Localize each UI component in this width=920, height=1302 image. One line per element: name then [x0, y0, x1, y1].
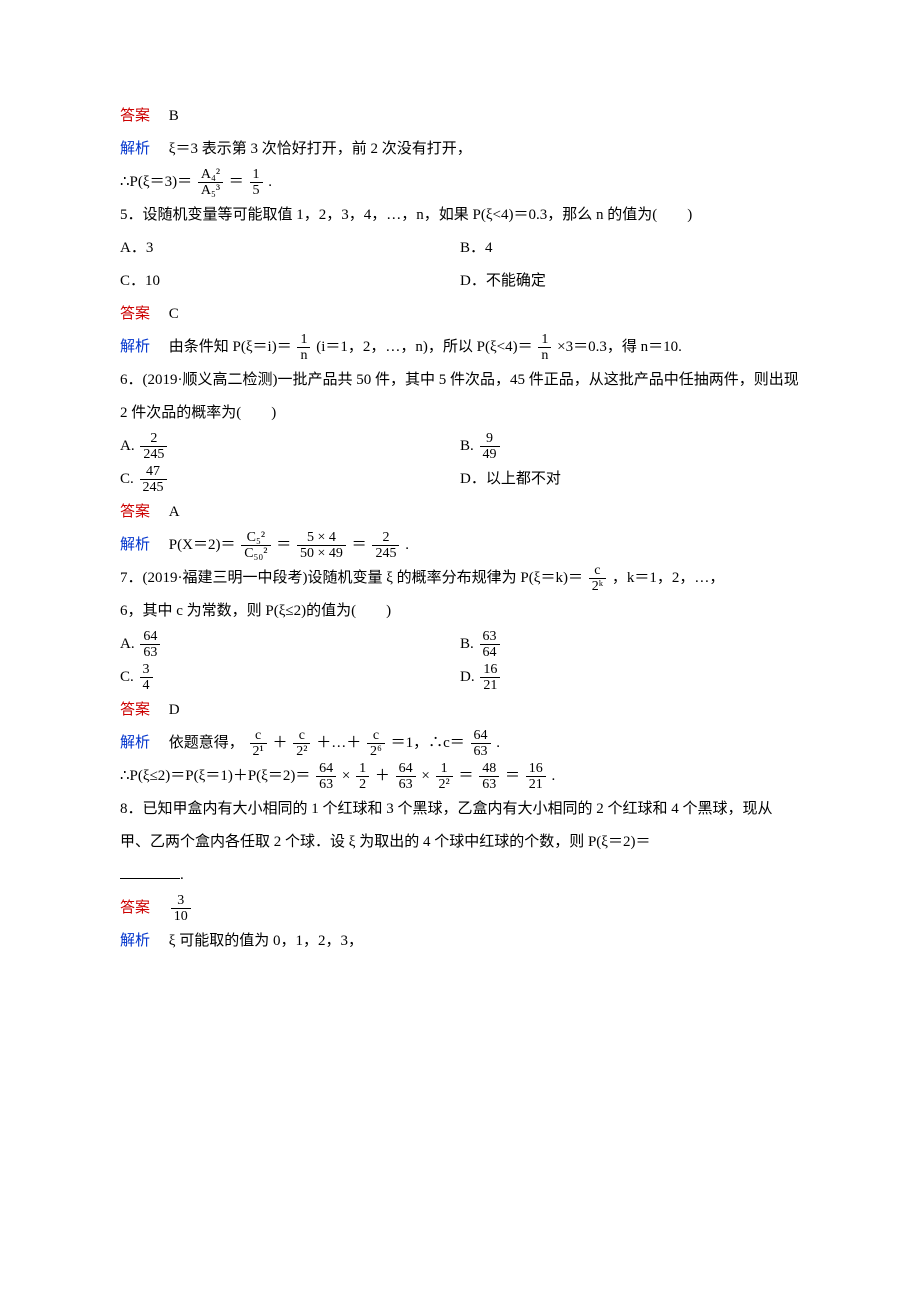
- q7-choice-c: C. 34: [120, 661, 460, 694]
- q5-stem: 5．设随机变量等可能取值 1，2，3，4，…，n，如果 P(ξ<4)＝0.3，那…: [120, 199, 800, 232]
- q4-answer: 答案 B: [120, 100, 800, 133]
- analysis-label: 解析: [120, 141, 150, 157]
- q7-analysis-2: ∴P(ξ≤2)＝P(ξ＝1)＋P(ξ＝2)＝ 6463 × 12 ＋ 6463 …: [120, 760, 800, 793]
- q4-lead: ∴P(ξ＝3)＝: [120, 174, 192, 190]
- q5-choice-a: A．3: [120, 232, 460, 265]
- q6-choice-a: A. 2245: [120, 430, 460, 463]
- q5-analysis: 解析 由条件知 P(ξ＝i)＝ 1n (i＝1，2，…，n)，所以 P(ξ<4)…: [120, 331, 800, 364]
- q7-stem-2: 6，其中 c 为常数，则 P(ξ≤2)的值为( ): [120, 595, 800, 628]
- q4-frac2: 15: [250, 167, 263, 199]
- q6-analysis: 解析 P(X＝2)＝ C₅²C₅₀² ＝ 5 × 450 × 49 ＝ 2245…: [120, 529, 800, 562]
- q6-choice-d: D．以上都不对: [460, 463, 800, 496]
- q5-answer: 答案 C: [120, 298, 800, 331]
- q5-choice-d: D．不能确定: [460, 265, 800, 298]
- q7-choice-b: B. 6364: [460, 628, 800, 661]
- q7-choices: A. 6463 B. 6364 C. 34 D. 1621: [120, 628, 800, 694]
- q8-answer: 答案 310: [120, 892, 800, 925]
- q6-stem: 6．(2019·顺义高二检测)一批产品共 50 件，其中 5 件次品，45 件正…: [120, 364, 800, 430]
- answer-label: 答案: [120, 108, 150, 124]
- q4-analysis-1: 解析 ξ＝3 表示第 3 次恰好打开，前 2 次没有打开，: [120, 133, 800, 166]
- q8-blank-row: .: [120, 859, 800, 892]
- q7-stem-1: 7．(2019·福建三明一中段考)设随机变量 ξ 的概率分布规律为 P(ξ＝k)…: [120, 562, 800, 595]
- q8-analysis: 解析 ξ 可能取的值为 0，1，2，3，: [120, 925, 800, 958]
- q6-answer: 答案 A: [120, 496, 800, 529]
- q5-choice-c: C．10: [120, 265, 460, 298]
- q6-choices: A. 2245 B. 949 C. 47245 D．以上都不对: [120, 430, 800, 496]
- q7-choice-d: D. 1621: [460, 661, 800, 694]
- q5-choices: A．3 B．4 C．10 D．不能确定: [120, 232, 800, 298]
- q6-choice-b: B. 949: [460, 430, 800, 463]
- fill-blank: [120, 863, 180, 879]
- q6-choice-c: C. 47245: [120, 463, 460, 496]
- q5-choice-b: B．4: [460, 232, 800, 265]
- q4-answer-value: B: [169, 108, 179, 124]
- q4-analysis-text: ξ＝3 表示第 3 次恰好打开，前 2 次没有打开，: [169, 141, 472, 157]
- q7-analysis-1: 解析 依题意得， c2¹ ＋ c2² ＋…＋ c2⁶ ＝1，∴c＝ 6463 .: [120, 727, 800, 760]
- q4-analysis-2: ∴P(ξ＝3)＝ A₄²A₅³ ＝ 15 .: [120, 166, 800, 199]
- q7-choice-a: A. 6463: [120, 628, 460, 661]
- q7-answer: 答案 D: [120, 694, 800, 727]
- q8-stem: 8．已知甲盒内有大小相同的 1 个红球和 3 个黑球，乙盒内有大小相同的 2 个…: [120, 793, 800, 859]
- q4-frac1: A₄²A₅³: [198, 167, 223, 199]
